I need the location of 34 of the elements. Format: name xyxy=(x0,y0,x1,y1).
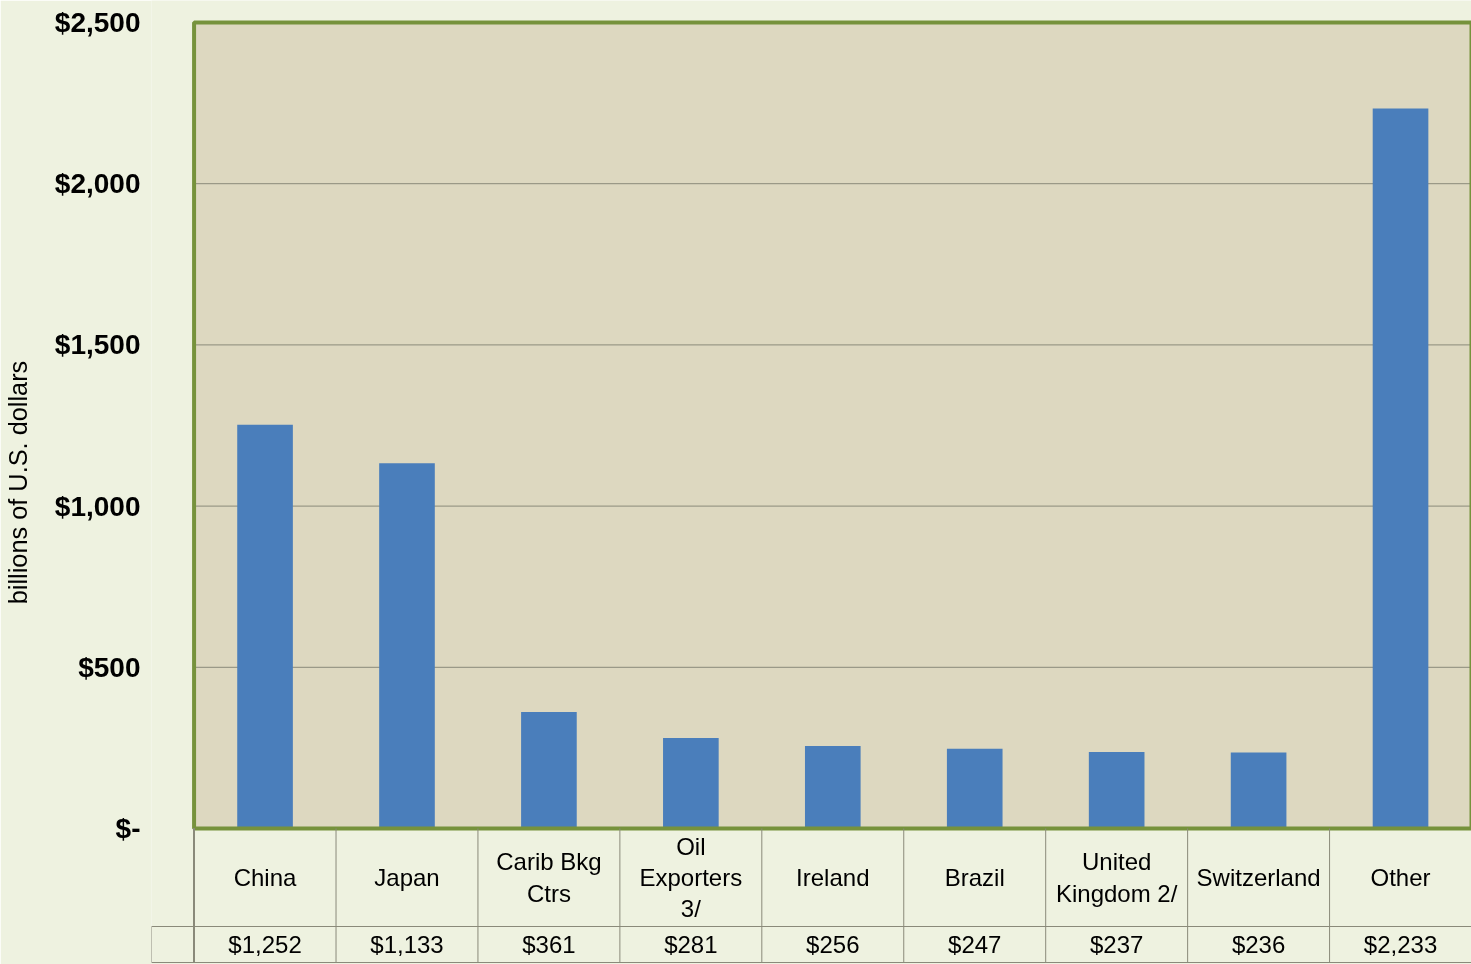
data-label: $1,133 xyxy=(370,931,444,958)
data-label: $256 xyxy=(806,931,860,958)
x-tick-label: Switzerland xyxy=(1196,864,1321,891)
y-tick-label: $500 xyxy=(78,651,141,683)
bar xyxy=(379,463,435,829)
bar xyxy=(1230,752,1287,829)
bar xyxy=(1372,108,1429,829)
bar xyxy=(804,745,861,829)
bar xyxy=(663,737,719,829)
bar xyxy=(237,424,293,829)
data-label: $1,252 xyxy=(228,931,302,958)
y-tick-label: $2,000 xyxy=(54,168,141,200)
data-label: $237 xyxy=(1089,931,1144,958)
x-tick-label: United Kingdom 2/ xyxy=(1055,848,1178,907)
x-tick-label: Other xyxy=(1370,864,1431,891)
bar xyxy=(521,712,577,829)
y-tick-label: $1,500 xyxy=(54,329,141,361)
x-tick-label: Japan xyxy=(374,864,440,891)
y-tick-label: $- xyxy=(115,813,141,844)
x-tick-label: Oil Exporters 3/ xyxy=(639,832,743,923)
data-label: $236 xyxy=(1231,931,1286,958)
y-tick-label: $1,000 xyxy=(54,490,141,522)
x-tick-label: China xyxy=(233,864,298,891)
data-label: $2,233 xyxy=(1363,931,1438,958)
data-label: $361 xyxy=(522,931,576,958)
x-tick-label: Brazil xyxy=(944,864,1005,891)
data-label: $281 xyxy=(664,931,718,958)
data-label: $247 xyxy=(948,931,1002,958)
x-tick-label: Ireland xyxy=(796,864,870,891)
bar xyxy=(1088,752,1145,829)
y-axis-title: billions of U.S. dollars xyxy=(3,360,32,605)
bar xyxy=(946,748,1003,829)
y-tick-label: $2,500 xyxy=(54,7,141,38)
x-tick-label: Carib Bkg Ctrs xyxy=(496,848,602,907)
